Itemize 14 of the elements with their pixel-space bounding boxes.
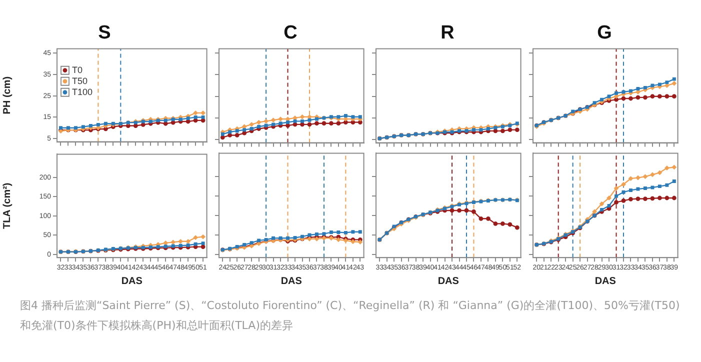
chart-title: C: [284, 22, 298, 44]
legend-label: T0: [72, 64, 83, 75]
chart-title: R: [440, 22, 455, 44]
caption: 图4 播种后监测“Saint Pierre” (S)、“Costoluto Fiorentino” (C)、“Reginella” (R) 和 “Gianna” (G)的全灌(T100)、50%亏灌(T50)和免灌(T0)条件下模拟株高(PH)和总叶面积(TLA)的差异: [20, 298, 680, 334]
x-axis-title: DAS: [121, 276, 143, 287]
x-axis-title: DAS: [594, 276, 616, 287]
legend-label: T50: [72, 76, 88, 86]
x-axis-title: DAS: [438, 276, 460, 287]
y-axis-title: TLA (cm²): [2, 182, 13, 230]
legend-label: T100: [72, 86, 93, 97]
chart-title: G: [597, 22, 612, 44]
x-axis-title: DAS: [280, 276, 302, 287]
y-axis-title: PH (cm): [2, 76, 13, 114]
chart-title: S: [98, 22, 111, 44]
